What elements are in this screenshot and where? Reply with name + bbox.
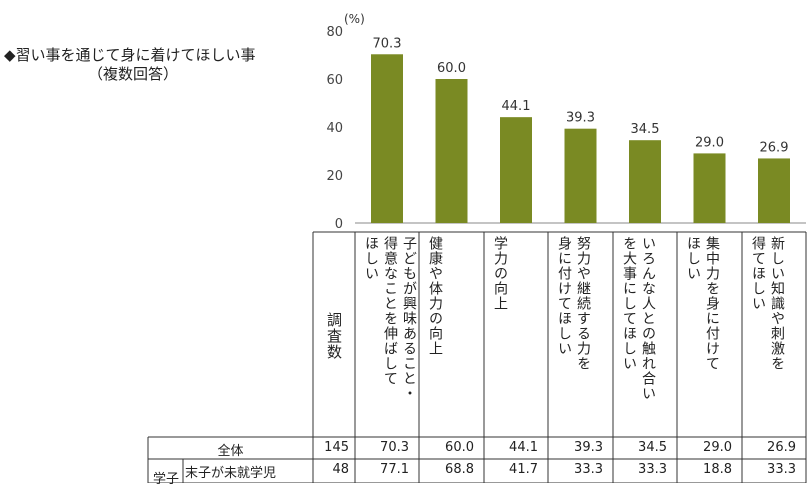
- row-value: 33.3: [638, 462, 667, 477]
- row-count: 48: [332, 462, 349, 477]
- bar-value-label: 29.0: [695, 135, 724, 150]
- row-label: 末子が未就学児: [185, 466, 277, 481]
- y-tick-label: 40: [326, 121, 343, 136]
- row-value: 29.0: [703, 440, 732, 455]
- row-value: 44.1: [509, 440, 538, 455]
- category-header-4: 努力や継続する力を 身に付けてほしい: [556, 236, 591, 371]
- row-value: 68.8: [445, 462, 474, 477]
- category-header-3: 学力の向上: [492, 236, 508, 311]
- chart-title: ◆習い事を通じて身に着けてほしい事 （複数回答）: [4, 46, 256, 84]
- bar-3: [500, 117, 532, 223]
- category-header-6: 集中力を身に付けて ほしい: [685, 236, 720, 371]
- category-header-5: いろんな人との触れ合い を大事にしてほしい: [621, 236, 656, 401]
- row-count: 145: [324, 440, 349, 455]
- bar-4: [564, 128, 597, 223]
- y-tick-label: 0: [335, 217, 343, 232]
- bar-1: [371, 54, 403, 223]
- bar-value-label: 26.9: [760, 140, 789, 155]
- bar-value-label: 70.3: [373, 36, 402, 51]
- row-value: 41.7: [509, 462, 538, 477]
- category-header-1: 子どもが興味あること・ 得意なことを伸ばして ほしい: [363, 236, 417, 401]
- title-line-1: ◆習い事を通じて身に着けてほしい事: [4, 46, 256, 64]
- row-value: 26.9: [767, 440, 796, 455]
- bar-5: [629, 140, 661, 223]
- row-value: 18.8: [703, 462, 732, 477]
- unit-label: (%): [344, 12, 365, 26]
- y-tick-label: 20: [326, 169, 343, 184]
- count-header: 調査数: [325, 312, 343, 360]
- bar-value-label: 39.3: [566, 111, 595, 126]
- category-header-2: 健康や体力の向上: [427, 236, 443, 356]
- category-header-7: 新しい知識や刺激を 得てほしい: [750, 236, 785, 371]
- row-value: 33.3: [574, 462, 603, 477]
- row-label: 全体: [217, 444, 244, 459]
- bar-2: [435, 79, 468, 223]
- row-value: 34.5: [638, 440, 667, 455]
- row-value: 39.3: [574, 440, 603, 455]
- y-tick-label: 60: [326, 73, 343, 88]
- row-group-label: 学子: [152, 472, 179, 487]
- bar-7: [758, 158, 790, 223]
- row-value: 77.1: [380, 462, 409, 477]
- row-value: 33.3: [767, 462, 796, 477]
- bar-value-label: 44.1: [502, 99, 531, 114]
- title-line-2: （複数回答）: [88, 65, 179, 83]
- row-value: 60.0: [445, 440, 474, 455]
- row-value: 70.3: [380, 440, 409, 455]
- y-tick-label: 80: [326, 25, 343, 40]
- bar-value-label: 34.5: [631, 122, 660, 137]
- bar-6: [693, 153, 726, 223]
- bar-value-label: 60.0: [437, 61, 466, 76]
